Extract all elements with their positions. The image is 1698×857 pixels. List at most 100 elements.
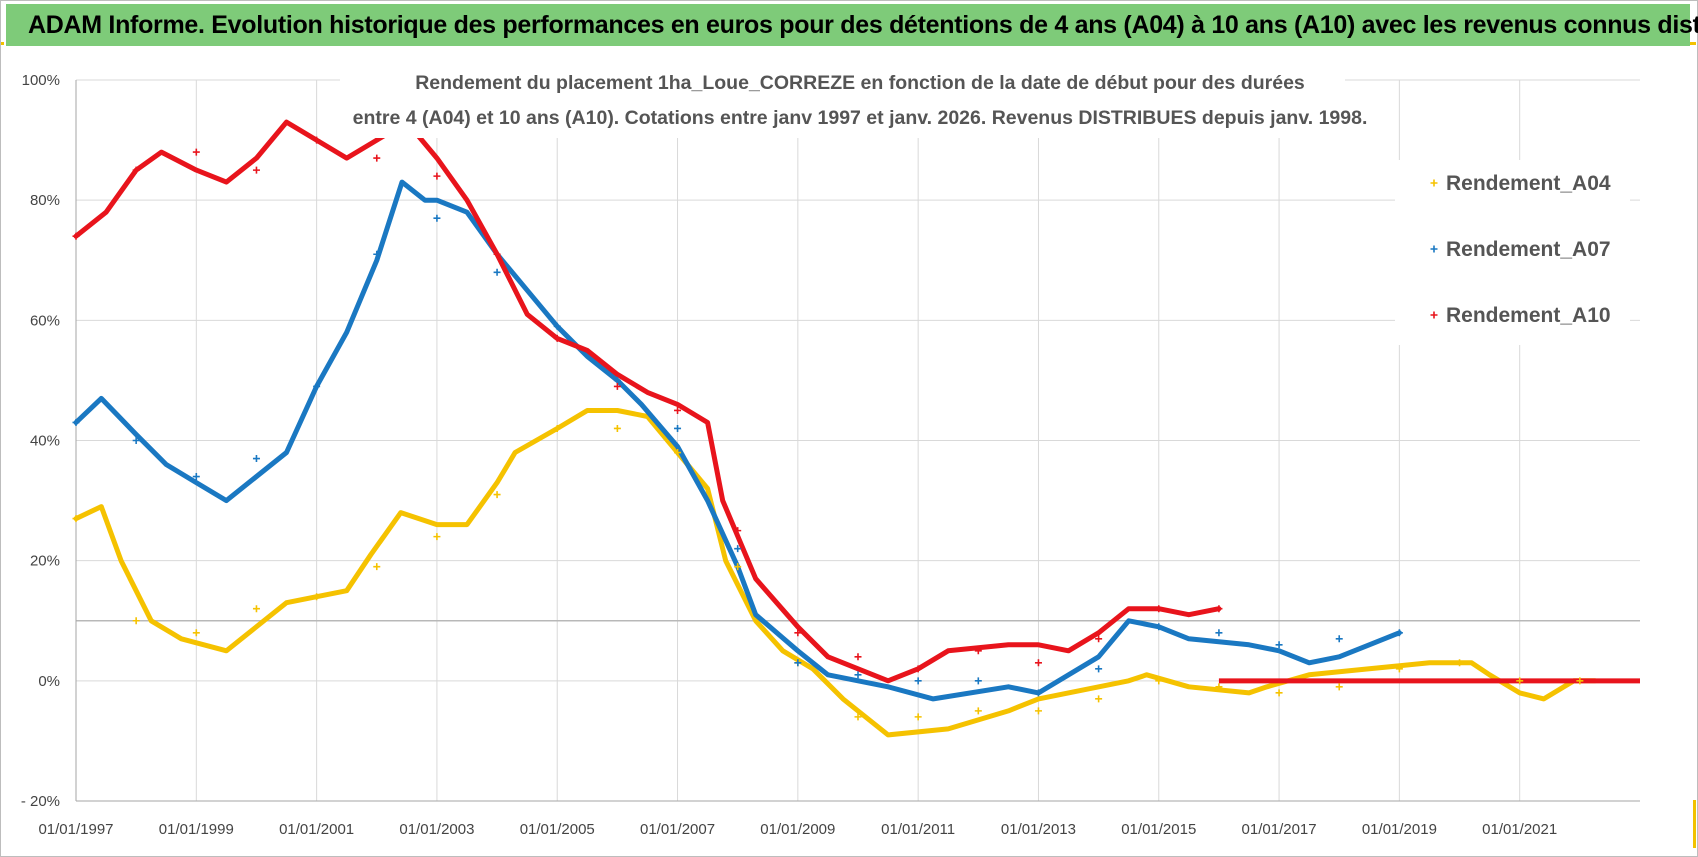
data-point-Rendement_A07 (914, 677, 922, 685)
data-point-Rendement_A07 (1395, 629, 1403, 637)
data-point-Rendement_A07 (192, 473, 200, 481)
data-point-Rendement_A10 (794, 629, 802, 637)
chart-title-line-2: entre 4 (A04) et 10 ans (A10). Cotations… (353, 107, 1368, 129)
data-point-Rendement_A10 (1095, 635, 1103, 643)
data-point-Rendement_A04 (734, 563, 742, 571)
data-point-Rendement_A10 (1215, 605, 1223, 613)
data-point-Rendement_A10 (72, 232, 80, 240)
y-tick-label: - 20% (21, 793, 60, 810)
x-tick-label: 01/01/2001 (279, 821, 354, 838)
data-point-Rendement_A07 (553, 322, 561, 330)
x-tick-label: 01/01/1999 (159, 821, 234, 838)
data-point-Rendement_A04 (1395, 665, 1403, 673)
data-point-Rendement_A10 (914, 665, 922, 673)
y-tick-label: 100% (22, 72, 60, 89)
data-point-Rendement_A04 (1155, 677, 1163, 685)
y-tick-label: 20% (30, 553, 60, 570)
data-point-Rendement_A10 (192, 148, 200, 156)
y-tick-label: 80% (30, 192, 60, 209)
data-point-Rendement_A10 (493, 250, 501, 258)
data-point-Rendement_A04 (1516, 677, 1524, 685)
series-line-Rendement_A07 (73, 179, 1402, 702)
chart-title-line-1: Rendement du placement 1ha_Loue_CORREZE … (415, 72, 1305, 94)
x-tick-label: 01/01/2021 (1482, 821, 1557, 838)
data-point-Rendement_A10 (613, 382, 621, 390)
corner-mark-br (1693, 800, 1696, 848)
x-tick-label: 01/01/2019 (1362, 821, 1437, 838)
data-point-Rendement_A04 (1576, 677, 1584, 685)
data-point-Rendement_A04 (72, 515, 80, 523)
data-point-Rendement_A04 (192, 629, 200, 637)
data-point-Rendement_A04 (1335, 683, 1343, 691)
data-point-Rendement_A04 (433, 533, 441, 541)
data-point-Rendement_A07 (493, 268, 501, 276)
data-point-Rendement_A07 (1335, 635, 1343, 643)
data-point-Rendement_A10 (373, 154, 381, 162)
data-point-Rendement_A10 (854, 653, 862, 661)
data-point-Rendement_A10 (132, 166, 140, 174)
data-point-Rendement_A07 (132, 437, 140, 444)
data-point-Rendement_A10 (553, 334, 561, 342)
x-tick-label: 01/01/2007 (640, 821, 715, 838)
legend-label-Rendement_A10: Rendement_A10 (1446, 304, 1611, 327)
data-point-Rendement_A07 (854, 671, 862, 679)
y-tick-label: 40% (30, 433, 60, 450)
data-point-Rendement_A04 (1095, 695, 1103, 703)
corner-mark-tl (1, 42, 4, 45)
corner-mark-tr (1690, 42, 1696, 45)
data-point-Rendement_A07 (674, 424, 682, 432)
title-background (340, 62, 1345, 138)
banner-title: ADAM Informe. Evolution historique des p… (28, 11, 1698, 39)
data-point-Rendement_A04 (914, 713, 922, 721)
y-tick-label: 0% (38, 673, 60, 690)
data-point-Rendement_A04 (1456, 659, 1464, 667)
data-point-Rendement_A04 (252, 605, 260, 613)
data-point-Rendement_A07 (1275, 641, 1283, 649)
legend: Rendement_A04 Rendement_A07 Rendement_A10 (1430, 172, 1611, 327)
x-tick-label: 01/01/2009 (760, 821, 835, 838)
legend-label-Rendement_A07: Rendement_A07 (1446, 238, 1611, 261)
series-line-Rendement_A04 (73, 408, 1598, 738)
data-point-Rendement_A04 (1275, 689, 1283, 697)
data-point-Rendement_A10 (974, 647, 982, 655)
data-point-Rendement_A07 (313, 382, 321, 390)
data-point-Rendement_A07 (794, 659, 802, 667)
data-point-Rendement_A07 (1095, 665, 1103, 673)
series-points-layer (72, 136, 1584, 721)
data-point-Rendement_A10 (734, 527, 742, 535)
data-point-Rendement_A04 (132, 617, 140, 625)
data-point-Rendement_A07 (1034, 689, 1042, 697)
data-point-Rendement_A04 (974, 707, 982, 715)
legend-marker-Rendement_A07 (1430, 245, 1438, 253)
data-point-Rendement_A10 (433, 172, 441, 180)
data-point-Rendement_A04 (1034, 707, 1042, 715)
data-point-Rendement_A10 (252, 166, 260, 174)
x-tick-label: 01/01/2013 (1001, 821, 1076, 838)
data-point-Rendement_A07 (613, 376, 621, 384)
title-banner: ADAM Informe. Evolution historique des p… (6, 4, 1698, 46)
legend-label-Rendement_A04: Rendement_A04 (1446, 172, 1611, 195)
data-point-Rendement_A04 (613, 424, 621, 432)
x-tick-label: 01/01/2005 (520, 821, 595, 838)
data-point-Rendement_A04 (1215, 683, 1223, 691)
series-lines-layer (73, 119, 1640, 738)
axis-layer: - 20% 0% 20% 40% 60% 80% 100% 01/01/1997 01/01/1… (21, 72, 1640, 838)
x-tick-label: 01/01/2003 (399, 821, 474, 838)
data-point-Rendement_A04 (313, 593, 321, 601)
legend-marker-Rendement_A04 (1430, 179, 1438, 187)
x-tick-label: 01/01/2017 (1242, 821, 1317, 838)
data-point-Rendement_A04 (373, 563, 381, 571)
data-point-Rendement_A07 (252, 455, 260, 463)
x-tick-label: 01/01/1997 (38, 821, 113, 838)
x-tick-label: 01/01/2011 (881, 821, 955, 838)
data-point-Rendement_A04 (553, 424, 561, 432)
data-point-Rendement_A10 (1034, 659, 1042, 667)
data-point-Rendement_A07 (1155, 623, 1163, 631)
data-point-Rendement_A07 (373, 250, 381, 258)
legend-marker-Rendement_A10 (1430, 311, 1438, 319)
data-point-Rendement_A04 (854, 713, 862, 721)
data-point-Rendement_A04 (674, 449, 682, 457)
data-point-Rendement_A07 (1215, 629, 1223, 637)
series-line-Rendement_A10 (73, 119, 1222, 684)
